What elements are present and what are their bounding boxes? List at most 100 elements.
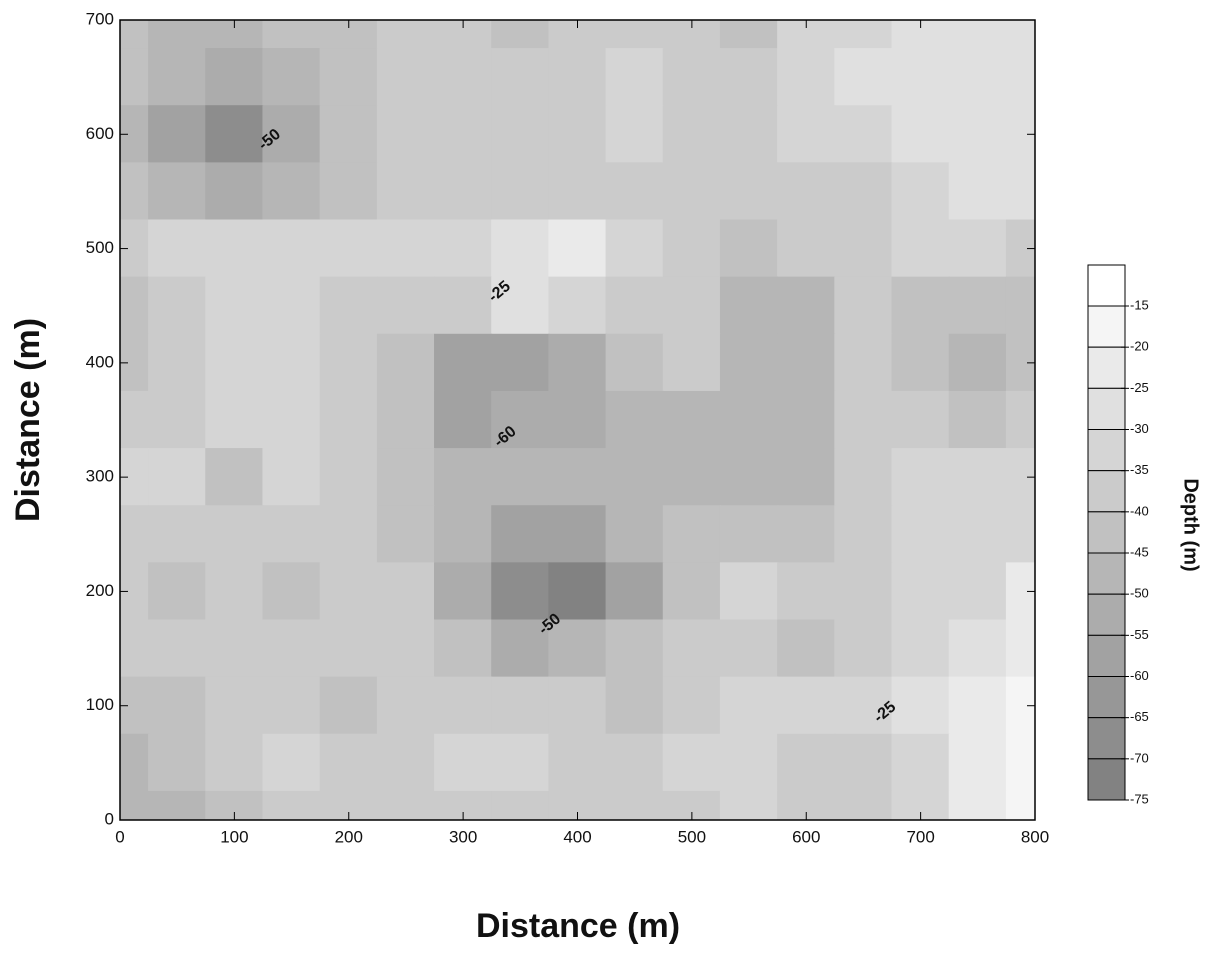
x-tick-label: 0 — [115, 827, 124, 846]
depth-cell — [548, 733, 607, 792]
depth-cell — [777, 676, 836, 735]
depth-cell — [948, 276, 1007, 335]
depth-cell — [434, 48, 493, 107]
depth-cell — [376, 562, 436, 621]
colorbar-label: Depth (m) — [1180, 478, 1202, 571]
depth-cell — [262, 20, 321, 50]
depth-cell — [605, 562, 664, 621]
colorbar-swatch — [1087, 387, 1126, 431]
depth-cell — [662, 276, 721, 335]
depth-cell — [605, 790, 664, 820]
depth-cell — [262, 390, 321, 450]
depth-cell — [948, 20, 1007, 50]
depth-cell — [319, 333, 378, 392]
depth-cell — [205, 676, 264, 735]
depth-cell — [834, 562, 893, 621]
depth-cell — [719, 448, 779, 507]
depth-cell — [491, 505, 550, 564]
depth-cell — [719, 162, 779, 221]
depth-cell — [948, 448, 1007, 507]
depth-cell — [376, 48, 436, 107]
depth-cell — [491, 48, 550, 107]
depth-cell — [434, 562, 493, 621]
depth-cell — [948, 562, 1007, 621]
depth-cell — [491, 733, 550, 792]
depth-cell — [148, 505, 207, 564]
depth-cell — [948, 733, 1007, 792]
depth-cell — [548, 276, 607, 335]
depth-cell — [205, 448, 264, 507]
depth-cell — [605, 448, 664, 507]
depth-cell — [891, 448, 950, 507]
depth-cell — [148, 48, 207, 107]
depth-cell — [1005, 20, 1035, 50]
depth-cell — [834, 276, 893, 335]
depth-cell — [376, 219, 436, 278]
y-tick-label: 400 — [86, 352, 114, 371]
depth-cell — [262, 448, 321, 507]
colorbar-tick-label: -30 — [1130, 421, 1149, 436]
depth-cell — [777, 733, 836, 792]
depth-cell — [148, 162, 207, 221]
depth-cell — [605, 219, 664, 278]
depth-cell — [148, 390, 207, 450]
depth-cell — [262, 162, 321, 221]
depth-cell — [548, 162, 607, 221]
depth-cell — [491, 219, 550, 278]
depth-cell — [148, 676, 207, 735]
colorbar-swatch — [1087, 429, 1126, 472]
depth-cell — [548, 219, 607, 278]
depth-cell — [262, 619, 321, 678]
depth-cell — [662, 219, 721, 278]
depth-cell — [491, 790, 550, 820]
depth-cell — [891, 505, 950, 564]
depth-cell — [376, 162, 436, 221]
depth-cell — [205, 733, 264, 792]
y-tick-label: 0 — [105, 809, 114, 828]
depth-cell — [548, 333, 607, 392]
depth-cell — [434, 619, 493, 678]
depth-cell — [948, 505, 1007, 564]
colorbar-tick-label: -75 — [1130, 791, 1149, 806]
depth-cell — [262, 48, 321, 107]
depth-cell — [205, 390, 264, 450]
depth-cell — [605, 333, 664, 392]
depth-cell — [777, 105, 836, 164]
depth-cell — [719, 676, 779, 735]
colorbar-tick-label: -60 — [1130, 668, 1149, 683]
colorbar-tick-label: -40 — [1130, 503, 1149, 518]
depth-cell — [319, 162, 378, 221]
depth-cell — [605, 733, 664, 792]
depth-cell — [662, 105, 721, 164]
depth-cell — [434, 505, 493, 564]
depth-cell — [376, 333, 436, 392]
depth-cell — [434, 333, 493, 392]
depth-cell — [605, 162, 664, 221]
depth-cell — [262, 676, 321, 735]
depth-cell — [319, 276, 378, 335]
colorbar-tick-label: -45 — [1130, 544, 1149, 559]
depth-cell — [777, 390, 836, 450]
depth-cell — [891, 276, 950, 335]
depth-cell — [491, 390, 550, 450]
depth-cell — [948, 48, 1007, 107]
depth-cell — [319, 676, 378, 735]
depth-cell — [605, 20, 664, 50]
depth-cell — [834, 505, 893, 564]
depth-cell — [120, 276, 150, 335]
depth-cell — [719, 20, 779, 50]
depth-cell — [262, 790, 321, 820]
depth-cell — [319, 390, 378, 450]
x-tick-label: 800 — [1021, 827, 1049, 846]
x-axis-label: Distance (m) — [476, 907, 680, 945]
depth-cell — [548, 619, 607, 678]
colorbar-swatch — [1087, 717, 1126, 760]
colorbar-tick-label: -70 — [1130, 750, 1149, 765]
depth-cell — [891, 219, 950, 278]
x-tick-label: 600 — [792, 827, 820, 846]
depth-cell — [834, 619, 893, 678]
contour-fill — [120, 20, 1035, 820]
depth-cell — [834, 790, 893, 820]
depth-cell — [434, 276, 493, 335]
depth-cell — [434, 162, 493, 221]
